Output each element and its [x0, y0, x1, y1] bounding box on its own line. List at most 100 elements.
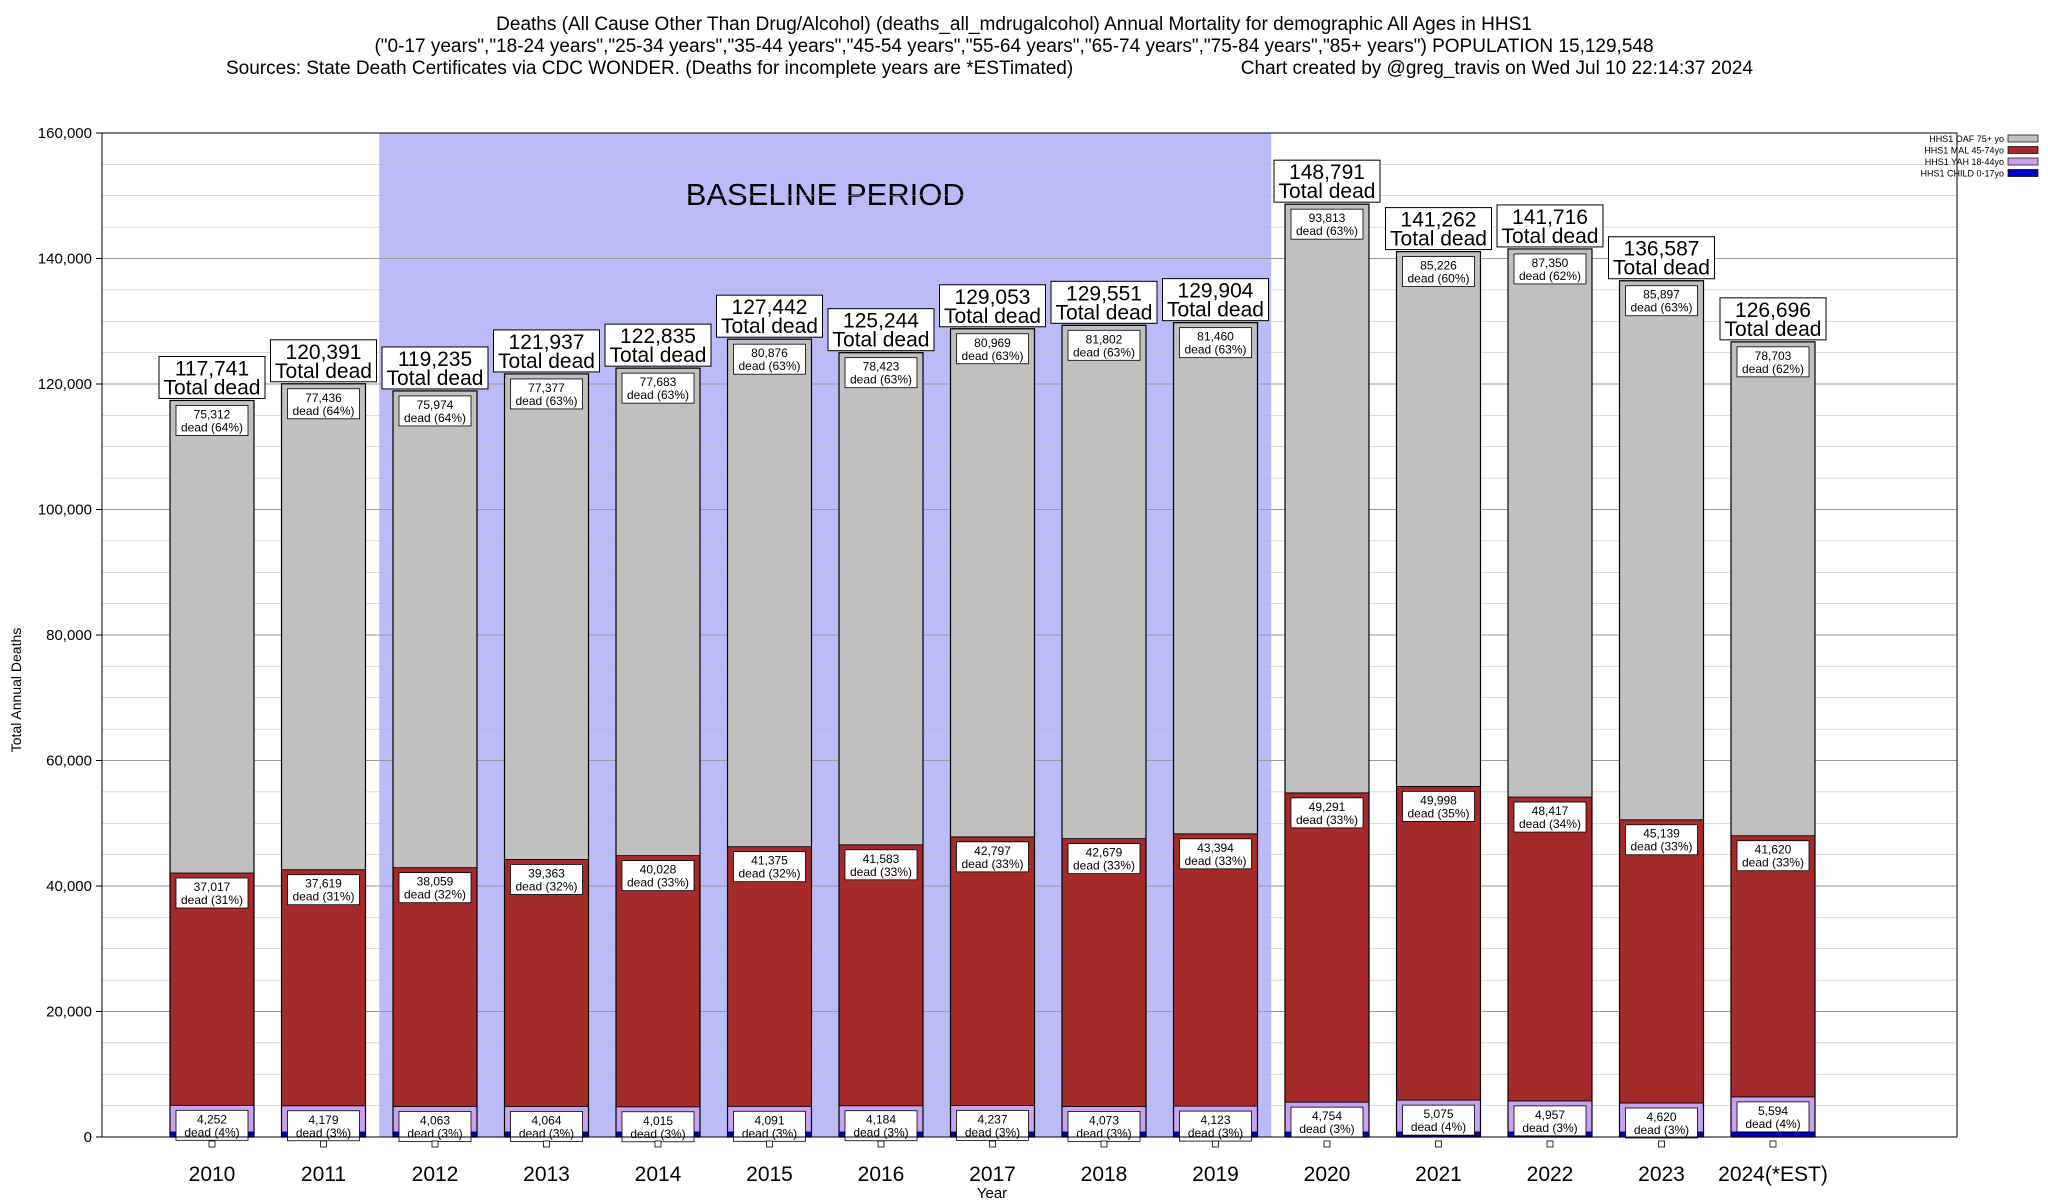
total-label-box	[604, 323, 712, 367]
total-caption-label: Total dead	[1502, 225, 1599, 248]
segment-value-label: 5,594	[1758, 1104, 1788, 1118]
bar-segment	[281, 383, 366, 871]
segment-pct-label: dead (60%)	[1407, 272, 1469, 286]
segment-pct-label: dead (64%)	[292, 404, 354, 418]
bar-segment	[838, 844, 924, 1107]
total-caption-label: Total dead	[387, 367, 484, 390]
total-value-label: 126,696	[1735, 299, 1811, 322]
y-tick-label: 80,000	[46, 627, 92, 644]
segment-label-box	[1736, 346, 1810, 378]
legend-swatch	[2007, 146, 2039, 154]
segment-value-label: 49,998	[1420, 793, 1457, 807]
segment-value-label: 77,436	[305, 391, 342, 405]
segment-pct-label: dead (33%)	[1742, 856, 1804, 870]
x-tick-label: 2020	[1304, 1163, 1351, 1186]
total-label-box	[1050, 280, 1158, 324]
bar-segment	[1730, 1131, 1816, 1138]
total-label-box	[270, 339, 377, 383]
total-caption-label: Total dead	[944, 305, 1041, 328]
y-tick-label: 160,000	[38, 125, 92, 142]
segment-pct-label: dead (33%)	[1296, 813, 1358, 827]
bar-segment	[1619, 819, 1704, 1104]
segment-label-box	[956, 1109, 1029, 1141]
bar-marker	[431, 1140, 439, 1148]
legend-swatch	[2007, 169, 2039, 177]
x-tick-label: 2015	[746, 1163, 793, 1186]
total-value-label: 129,904	[1178, 280, 1254, 303]
total-value-label: 129,551	[1066, 282, 1142, 305]
segment-pct-label: dead (34%)	[1519, 817, 1581, 831]
x-tick-label: 2023	[1638, 1163, 1685, 1186]
total-value-label: 119,235	[398, 348, 472, 371]
segment-label-box	[733, 343, 806, 375]
y-tick-label: 20,000	[46, 1004, 92, 1021]
bar-segment	[169, 872, 255, 1106]
total-value-label: 136,587	[1624, 238, 1700, 261]
title-line-2: ("0-17 years","18-24 years","25-34 years…	[374, 36, 1653, 57]
segment-pct-label: dead (31%)	[181, 893, 243, 907]
segment-pct-label: dead (64%)	[181, 420, 243, 434]
segment-pct-label: dead (63%)	[1630, 301, 1692, 315]
segment-label-box	[1513, 801, 1587, 833]
total-label-box	[493, 329, 600, 373]
segment-value-label: 77,377	[528, 381, 565, 395]
total-label-box	[939, 284, 1046, 328]
total-caption-label: Total dead	[610, 344, 707, 367]
total-caption-label: Total dead	[164, 376, 261, 399]
bar-segment	[1507, 248, 1593, 798]
bar-segment	[1507, 796, 1593, 1102]
segment-pct-label: dead (33%)	[850, 865, 912, 879]
segment-label-box	[621, 372, 695, 404]
segment-value-label: 37,619	[305, 877, 342, 891]
segment-value-label: 5,075	[1423, 1107, 1453, 1121]
segment-value-label: 93,813	[1309, 211, 1346, 225]
segment-label-box	[1625, 285, 1698, 317]
segment-pct-label: dead (33%)	[627, 876, 689, 890]
bar-segment	[504, 859, 589, 1107]
segment-pct-label: dead (33%)	[961, 857, 1023, 871]
total-label-box	[1385, 207, 1492, 251]
total-value-label: 117,741	[175, 357, 249, 380]
segment-pct-label: dead (63%)	[961, 349, 1023, 363]
bar-marker	[208, 1140, 216, 1148]
total-value-label: 148,791	[1289, 161, 1365, 184]
segment-pct-label: dead (32%)	[404, 888, 466, 902]
segment-value-label: 4,252	[197, 1112, 227, 1126]
bar-segment	[727, 846, 812, 1107]
segment-value-label: 41,583	[863, 852, 900, 866]
bar-segment	[950, 328, 1035, 838]
segment-label-box	[287, 388, 360, 420]
segment-value-label: 4,015	[643, 1114, 673, 1128]
segment-label-box	[1179, 327, 1252, 359]
bar-marker	[989, 1140, 996, 1148]
legend-swatch	[2007, 134, 2039, 143]
total-value-label: 141,262	[1401, 209, 1477, 232]
y-tick-label: 40,000	[46, 878, 92, 895]
segment-value-label: 4,063	[420, 1113, 450, 1127]
segment-value-label: 4,620	[1646, 1110, 1676, 1124]
bar-segment	[838, 352, 924, 846]
bar-marker	[1546, 1140, 1554, 1148]
y-axis-label: Total Annual Deaths	[8, 628, 24, 753]
segment-label-box	[844, 357, 918, 389]
segment-pct-label: dead (63%)	[1073, 345, 1135, 359]
bar-segment	[615, 855, 701, 1108]
segment-pct-label: dead (32%)	[515, 879, 577, 893]
segment-value-label: 85,226	[1420, 259, 1457, 273]
segment-value-label: 39,363	[528, 866, 565, 880]
bar-marker	[1323, 1140, 1331, 1148]
bar-segment	[392, 867, 478, 1107]
segment-value-label: 75,974	[417, 398, 454, 412]
segment-value-label: 45,139	[1643, 827, 1680, 841]
y-tick-label: 100,000	[38, 502, 92, 519]
y-tick-label: 60,000	[46, 753, 92, 770]
segment-label-box	[1402, 790, 1475, 822]
total-caption-label: Total dead	[498, 350, 595, 373]
bar-segment	[504, 373, 589, 860]
segment-value-label: 78,703	[1755, 349, 1792, 363]
